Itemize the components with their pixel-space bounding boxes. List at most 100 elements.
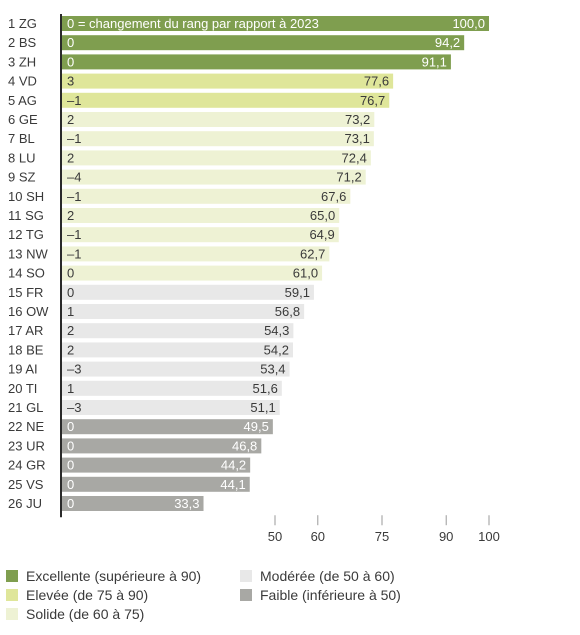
category-label-1: 2 BS (8, 35, 37, 50)
value-label-13: 61,0 (293, 266, 318, 281)
rank-change-label-13: 0 (67, 266, 74, 281)
legend-item-moderate: Modérée (de 50 à 60) (240, 568, 395, 584)
x-tick-label-75: 75 (375, 529, 389, 544)
rank-change-label-5: 2 (67, 112, 74, 127)
legend-swatch-moderate (240, 570, 252, 582)
x-tick-label-100: 100 (478, 529, 500, 544)
bar-12-tg (61, 227, 339, 243)
legend-swatch-elevated (6, 589, 18, 601)
category-label-14: 15 FR (8, 285, 43, 300)
rank-change-label-23: 0 (67, 458, 74, 473)
value-label-6: 73,1 (345, 131, 370, 146)
bar-19-ai (61, 361, 290, 377)
category-label-17: 18 BE (8, 342, 44, 357)
bar-5-ag (61, 92, 390, 108)
bar-4-vd (61, 73, 394, 89)
category-label-6: 7 BL (8, 131, 35, 146)
bar-13-nw (61, 246, 330, 262)
legend-label-excellent: Excellente (supérieure à 90) (26, 568, 202, 584)
category-label-18: 19 AI (8, 362, 38, 377)
legend-label-solid: Solide (de 60 à 75) (26, 606, 145, 622)
bar-25-vs (61, 476, 250, 492)
rank-change-label-17: 2 (67, 342, 74, 357)
category-label-8: 9 SZ (8, 170, 36, 185)
value-label-18: 53,4 (260, 362, 285, 377)
bar-1-zg (61, 16, 489, 31)
value-label-0: 100,0 (452, 16, 485, 31)
category-label-23: 24 GR (8, 458, 46, 473)
rank-change-label-10: 2 (67, 208, 74, 223)
value-label-14: 59,1 (285, 285, 310, 300)
chart-note: 0 = changement du rang par rapport à 202… (67, 16, 319, 31)
rank-change-label-20: –3 (67, 400, 81, 415)
value-label-16: 54,3 (264, 323, 289, 338)
rank-change-label-9: –1 (67, 189, 81, 204)
bar-17-ar (61, 323, 294, 339)
rank-change-label-25: 0 (67, 496, 74, 511)
category-label-4: 5 AG (8, 93, 37, 108)
value-label-23: 44,2 (221, 458, 246, 473)
category-label-5: 6 GE (8, 112, 38, 127)
bar-18-be (61, 342, 293, 358)
rank-change-label-11: –1 (67, 227, 81, 242)
bar-7-bl (61, 131, 374, 147)
legend-label-moderate: Modérée (de 50 à 60) (260, 568, 395, 584)
value-label-19: 51,6 (253, 381, 278, 396)
rank-change-label-16: 2 (67, 323, 74, 338)
bar-6-ge (61, 112, 375, 127)
category-label-11: 12 TG (8, 227, 44, 242)
bar-10-sh (61, 188, 351, 204)
bar-15-fr (61, 284, 314, 300)
category-label-13: 14 SO (8, 266, 45, 281)
category-label-24: 25 VS (8, 477, 44, 492)
value-label-3: 77,6 (364, 74, 389, 89)
legend-swatch-weak (240, 589, 252, 601)
ranking-bar-chart: 50 60 75 90 100 1 ZG 0 = changement du rang pa… (8, 14, 500, 544)
bar-16-ow (61, 304, 305, 319)
legend-item-elevated: Elevée (de 75 à 90) (6, 587, 148, 603)
value-label-11: 64,9 (309, 227, 334, 242)
category-label-7: 8 LU (8, 150, 35, 165)
value-label-25: 33,3 (174, 496, 199, 511)
legend-item-excellent: Excellente (supérieure à 90) (6, 568, 201, 584)
bar-26-ju (61, 496, 204, 511)
legend-label-elevated: Elevée (de 75 à 90) (26, 587, 149, 603)
legend-swatch-excellent (6, 570, 18, 582)
rank-change-label-21: 0 (67, 419, 74, 434)
category-label-15: 16 OW (8, 304, 49, 319)
rank-change-label-2: 0 (67, 54, 74, 69)
legend-swatch-solid (6, 608, 18, 620)
category-label-25: 26 JU (8, 496, 42, 511)
x-tick-label-60: 60 (311, 529, 325, 544)
rank-change-label-18: –3 (67, 362, 81, 377)
rank-change-label-24: 0 (67, 477, 74, 492)
value-label-21: 49,5 (244, 419, 269, 434)
category-label-0: 1 ZG (8, 16, 37, 31)
value-label-10: 65,0 (310, 208, 335, 223)
legend-label-weak: Faible (inférieure à 50) (260, 587, 401, 603)
category-label-9: 10 SH (8, 189, 44, 204)
value-label-7: 72,4 (342, 150, 367, 165)
x-tick-label-90: 90 (439, 529, 453, 544)
bar-24-gr (61, 457, 251, 473)
bar-14-so (61, 265, 323, 281)
bar-20-ti (61, 380, 282, 396)
value-label-1: 94,2 (435, 35, 460, 50)
x-tick-label-50: 50 (268, 529, 282, 544)
category-label-2: 3 ZH (8, 54, 36, 69)
category-label-12: 13 NW (8, 246, 48, 261)
bar-8-lu (61, 150, 371, 166)
value-label-5: 73,2 (345, 112, 370, 127)
rank-change-label-4: –1 (67, 93, 81, 108)
value-label-2: 91,1 (422, 54, 447, 69)
value-label-12: 62,7 (300, 246, 325, 261)
category-label-3: 4 VD (8, 74, 37, 89)
bar-9-sz (61, 169, 366, 185)
value-label-4: 76,7 (360, 93, 385, 108)
category-label-10: 11 SG (8, 208, 44, 223)
rank-change-label-3: 3 (67, 74, 74, 89)
category-label-21: 22 NE (8, 419, 44, 434)
bar-22-ne (61, 419, 273, 435)
value-label-9: 67,6 (321, 189, 346, 204)
